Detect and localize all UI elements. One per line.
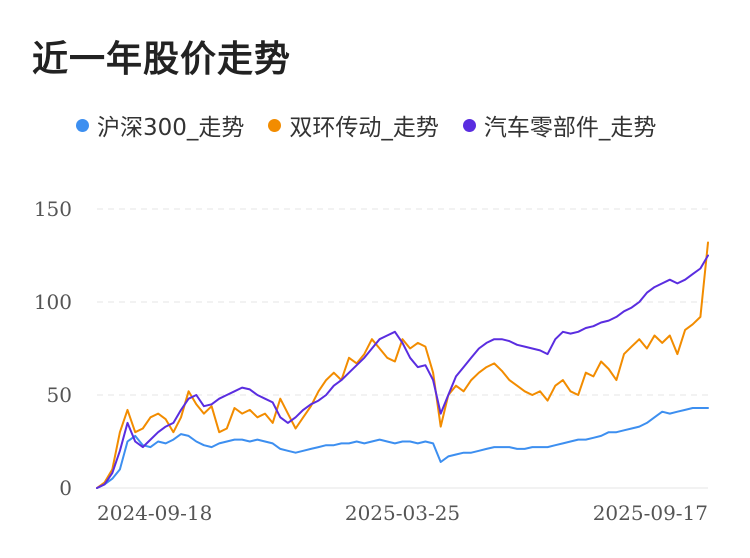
legend-item-auto-parts[interactable]: 汽车零部件_走势 xyxy=(462,108,657,142)
y-tick-label: 50 xyxy=(47,383,72,407)
chart-title: 近一年股价走势 xyxy=(32,39,292,80)
legend-dot-hs300 xyxy=(76,118,89,132)
series-layer xyxy=(96,241,709,489)
series-line-1[interactable] xyxy=(96,241,709,489)
legend-label-auto-parts: 汽车零部件_走势 xyxy=(483,115,657,141)
series-line-0[interactable] xyxy=(96,407,709,489)
axis-layer: 0 50 100 150 2024-09-18 2025-03-25 2025-09-17 xyxy=(34,197,708,525)
legend-dot-shuanghuan xyxy=(268,118,282,132)
grid-layer xyxy=(97,208,708,489)
x-tick-label: 2025-03-25 xyxy=(345,501,460,525)
x-tick-label: 2024-09-18 xyxy=(97,501,212,525)
y-tick-label: 150 xyxy=(34,197,72,221)
y-tick-label: 0 xyxy=(59,476,72,500)
legend-dot-auto-parts xyxy=(462,118,476,132)
legend-item-hs300[interactable]: 沪深300_走势 xyxy=(76,108,244,142)
legend-label-hs300: 沪深300_走势 xyxy=(97,115,245,141)
series-line-2[interactable] xyxy=(96,254,709,489)
y-tick-label: 100 xyxy=(34,290,72,314)
legend-label-shuanghuan: 双环传动_走势 xyxy=(289,115,439,141)
x-tick-label: 2025-09-17 xyxy=(593,501,708,525)
chart-legend: 沪深300_走势 双环传动_走势 汽车零部件_走势 xyxy=(76,108,680,142)
legend-item-shuanghuan[interactable]: 双环传动_走势 xyxy=(268,108,439,142)
